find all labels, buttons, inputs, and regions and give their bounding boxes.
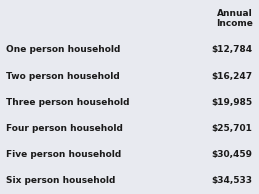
Text: Two person household: Two person household [6, 72, 120, 81]
Text: $16,247: $16,247 [211, 72, 253, 81]
Text: One person household: One person household [6, 45, 121, 54]
Text: $19,985: $19,985 [211, 98, 253, 107]
Text: $34,533: $34,533 [212, 176, 253, 185]
Text: $12,784: $12,784 [211, 45, 253, 54]
Text: Annual
Income: Annual Income [216, 9, 253, 28]
Bar [0, 63, 259, 89]
Bar [0, 168, 259, 194]
Text: $30,459: $30,459 [212, 150, 253, 159]
Bar [0, 0, 259, 37]
Bar [0, 142, 259, 168]
Bar [0, 89, 259, 115]
Text: Three person household: Three person household [6, 98, 130, 107]
Bar [0, 37, 259, 63]
Text: Five person household: Five person household [6, 150, 122, 159]
Text: Six person household: Six person household [6, 176, 116, 185]
Text: Four person household: Four person household [6, 124, 123, 133]
Bar [0, 115, 259, 142]
Text: $25,701: $25,701 [212, 124, 253, 133]
